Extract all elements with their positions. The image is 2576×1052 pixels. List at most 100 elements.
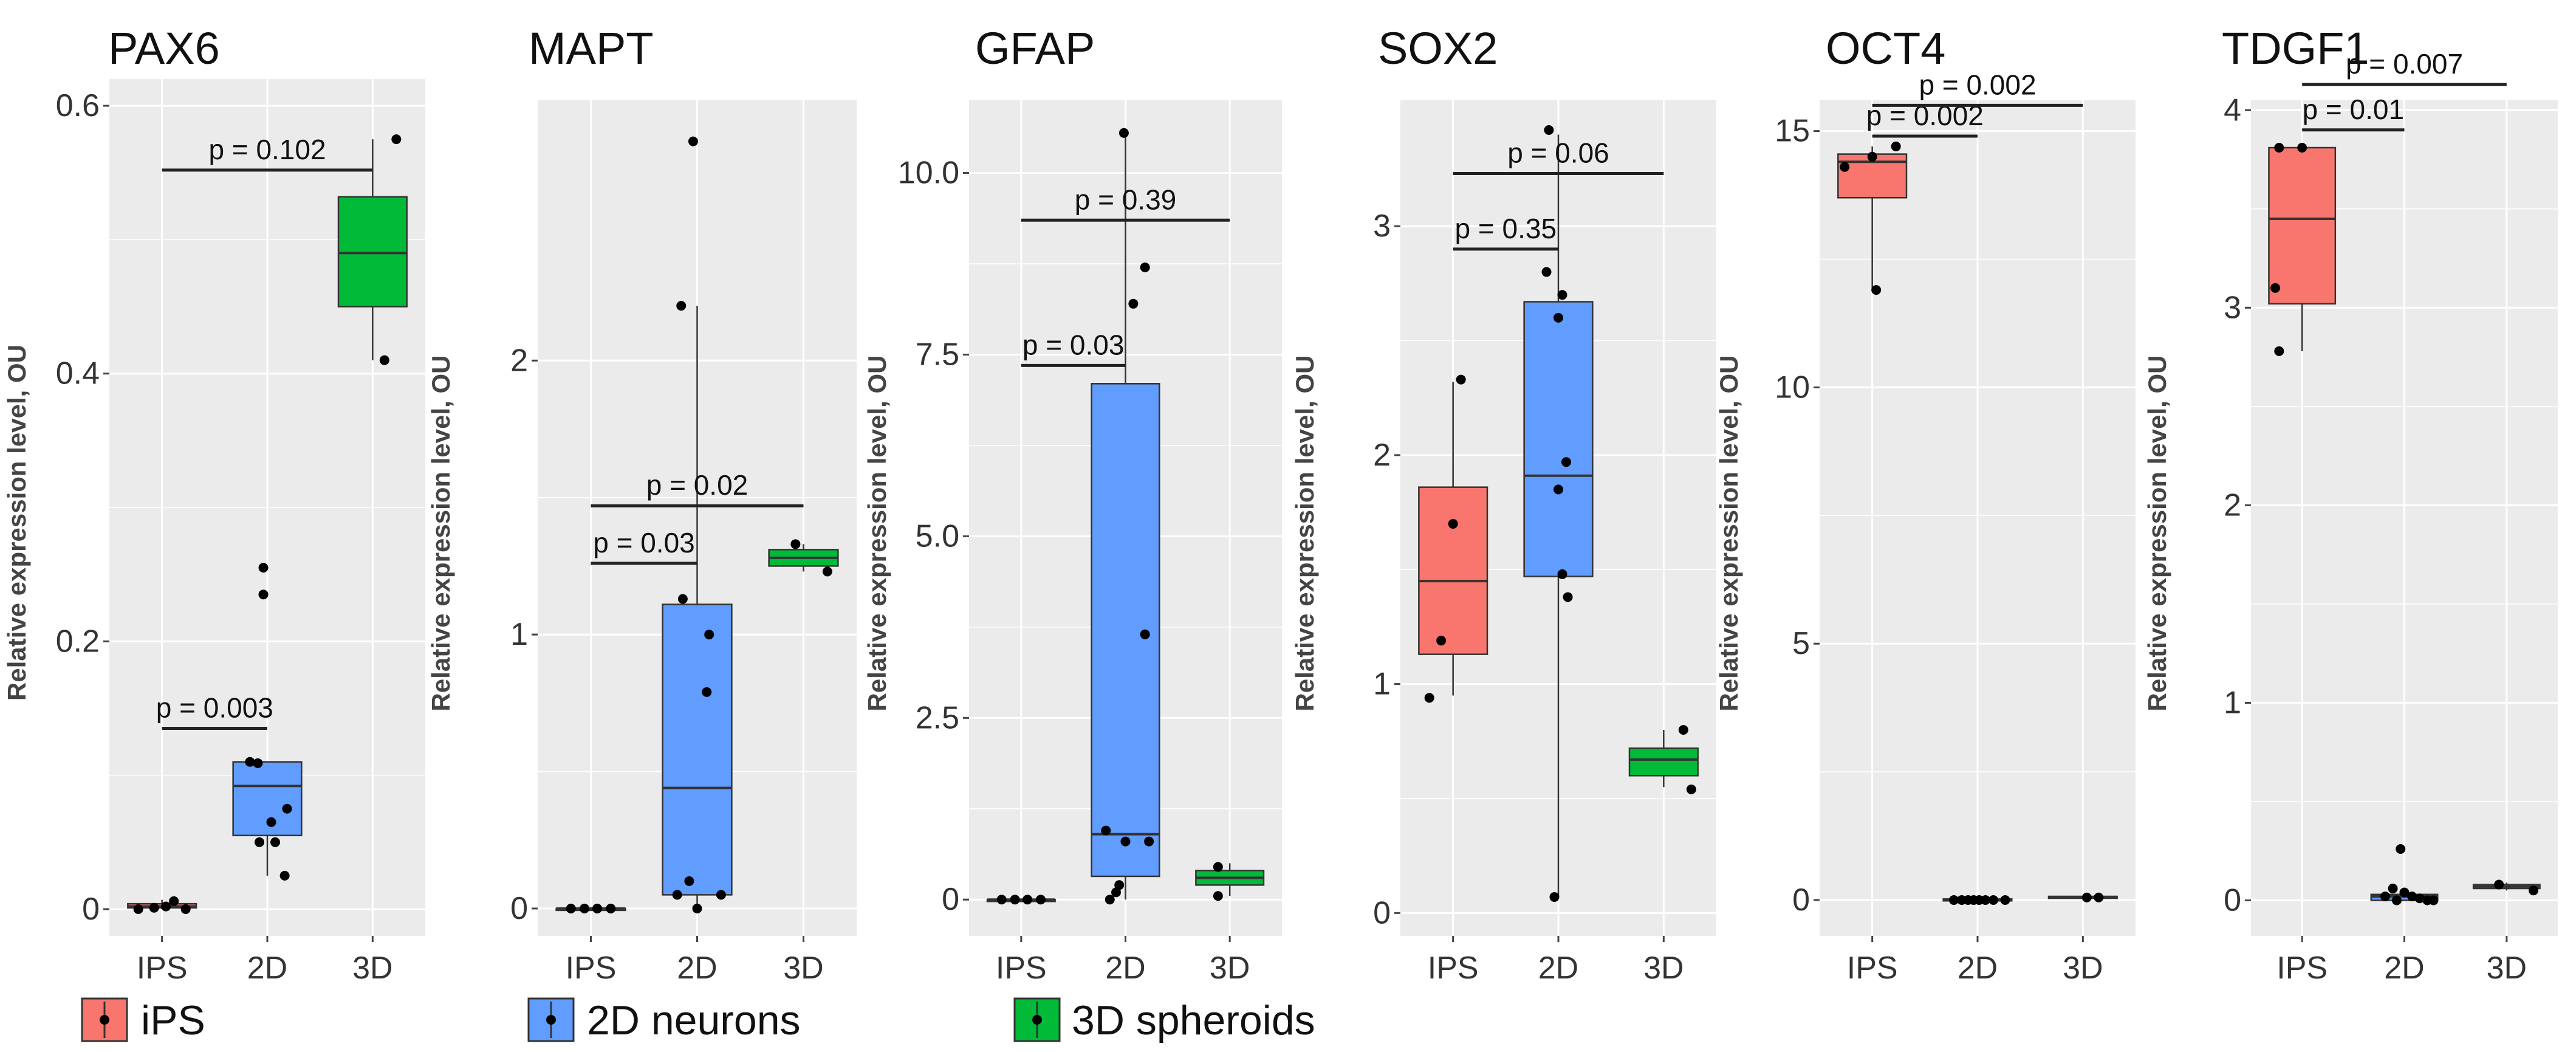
y-tick-label: 2 (1373, 438, 1391, 473)
p-value-label: p = 0.35 (1455, 213, 1557, 244)
panel-oct4: 0 5 10 15 IPS 2D 3D OCT4 Relative expression lev… (1714, 23, 2136, 986)
data-point (161, 901, 171, 912)
box-3d (768, 544, 839, 572)
data-point (1840, 162, 1850, 172)
data-point (1557, 569, 1567, 579)
data-point (2388, 883, 2398, 893)
data-point (1424, 693, 1434, 703)
box-body (1628, 747, 1699, 777)
x-tick-label: 2D (2384, 951, 2424, 986)
y-tick-label: 0.4 (56, 356, 100, 391)
y-tick-label: 0 (2224, 882, 2241, 918)
data-point (688, 136, 698, 146)
y-tick-label: 1 (2224, 685, 2241, 720)
x-tick-label: 2D (1105, 951, 1145, 986)
y-tick-label: 7.5 (916, 337, 959, 372)
p-value-label: p = 0.01 (2303, 94, 2405, 125)
x-tick-label: 3D (352, 951, 392, 986)
y-tick-label: 0 (510, 891, 528, 926)
box-3d (337, 139, 408, 360)
data-point (672, 890, 682, 900)
data-point (566, 903, 576, 913)
data-point (1541, 267, 1552, 277)
p-value-label: p = 0.39 (1075, 184, 1177, 215)
data-point (1553, 484, 1563, 495)
data-point (149, 902, 159, 913)
data-point (606, 903, 616, 913)
data-point (245, 757, 255, 767)
box-2d (1523, 134, 1594, 897)
p-value-label: p = 0.03 (593, 527, 695, 559)
y-tick-label: 2.5 (916, 700, 959, 735)
legend-item-2d-neurons: 2D neurons (527, 997, 801, 1043)
box-body (1091, 383, 1160, 878)
data-point (1140, 263, 1150, 272)
data-point (716, 890, 726, 900)
data-point (1871, 285, 1882, 295)
y-axis-label: Relative expression level, OU (426, 356, 455, 712)
data-point (253, 758, 263, 768)
panel-title: GFAP (975, 23, 1095, 74)
box-ips (1418, 382, 1488, 696)
x-tick-label: 3D (2487, 951, 2527, 986)
panel-title: SOX2 (1378, 23, 1498, 74)
y-axis-label: Relative expression level, OU (1714, 356, 1743, 712)
data-point (2407, 891, 2417, 901)
data-point (580, 903, 589, 913)
data-point (2297, 143, 2307, 153)
box-3d (1195, 863, 1265, 896)
chart-panels: 0 0.2 0.4 0.6 IPS 2D 3D PAX6 Relative expression… (2, 23, 2558, 986)
y-tick-label: 1 (1373, 667, 1391, 702)
data-point (2414, 893, 2425, 904)
panel-gfap: 0 2.5 5.0 7.5 10.0 IPS 2D 3D GFAP Relative expres… (863, 23, 1282, 986)
data-point (1436, 636, 1447, 646)
panel-tdgf1: 0 1 2 3 4 IPS 2D 3D TDGF1 Relative expression lev… (2143, 23, 2558, 986)
x-tick-label: IPS (996, 951, 1047, 986)
data-point (702, 687, 712, 697)
data-point (266, 817, 276, 827)
data-point (1213, 891, 1223, 901)
y-tick-label: 1 (510, 617, 528, 652)
data-point (1686, 784, 1696, 794)
x-tick-label: 2D (1958, 951, 1998, 986)
y-tick-label: 0.2 (56, 624, 100, 659)
data-point (822, 566, 832, 577)
data-point (391, 134, 402, 145)
box-2d (1091, 129, 1160, 900)
data-point (1867, 151, 1877, 162)
y-tick-label: 3 (2224, 290, 2241, 325)
data-point (2274, 143, 2284, 153)
x-tick-label: IPS (2276, 951, 2328, 986)
box-ips (2268, 145, 2337, 351)
data-point (790, 539, 801, 549)
data-point (1101, 825, 1111, 836)
data-point (1544, 125, 1554, 135)
p-value-label: p = 0.002 (1919, 69, 2036, 100)
data-point (1023, 895, 1033, 905)
panel-title: PAX6 (108, 23, 220, 74)
legend-label-ips: iPS (141, 997, 205, 1043)
data-point (258, 590, 269, 600)
data-point (1448, 518, 1458, 529)
data-point (1456, 374, 1466, 385)
data-point (180, 904, 191, 914)
box-3d (2472, 882, 2541, 891)
box-body (2268, 146, 2337, 305)
data-point (2000, 895, 2010, 905)
p-value-label: p = 0.03 (1023, 329, 1125, 360)
p-value-label: p = 0.02 (646, 469, 748, 501)
legend: iPS 2D neurons 3D spheroids (81, 997, 1315, 1043)
data-point (258, 563, 269, 573)
p-value-label: p = 0.102 (208, 134, 326, 165)
data-point (692, 903, 702, 913)
data-point (676, 301, 687, 311)
legend-item-ips: iPS (81, 997, 205, 1043)
p-value-label: p = 0.007 (2346, 48, 2463, 80)
panel-mapt: 0 1 2 IPS 2D 3D MAPT Relative expression level,… (426, 23, 857, 986)
panel-title: TDGF1 (2222, 23, 2369, 74)
x-tick-label: IPS (566, 951, 617, 986)
data-point (2396, 844, 2406, 854)
panel-sox2: 0 1 2 3 IPS 2D 3D SOX2 Relative expression level… (1290, 23, 1716, 986)
data-point (1114, 880, 1125, 890)
data-point (704, 630, 714, 640)
